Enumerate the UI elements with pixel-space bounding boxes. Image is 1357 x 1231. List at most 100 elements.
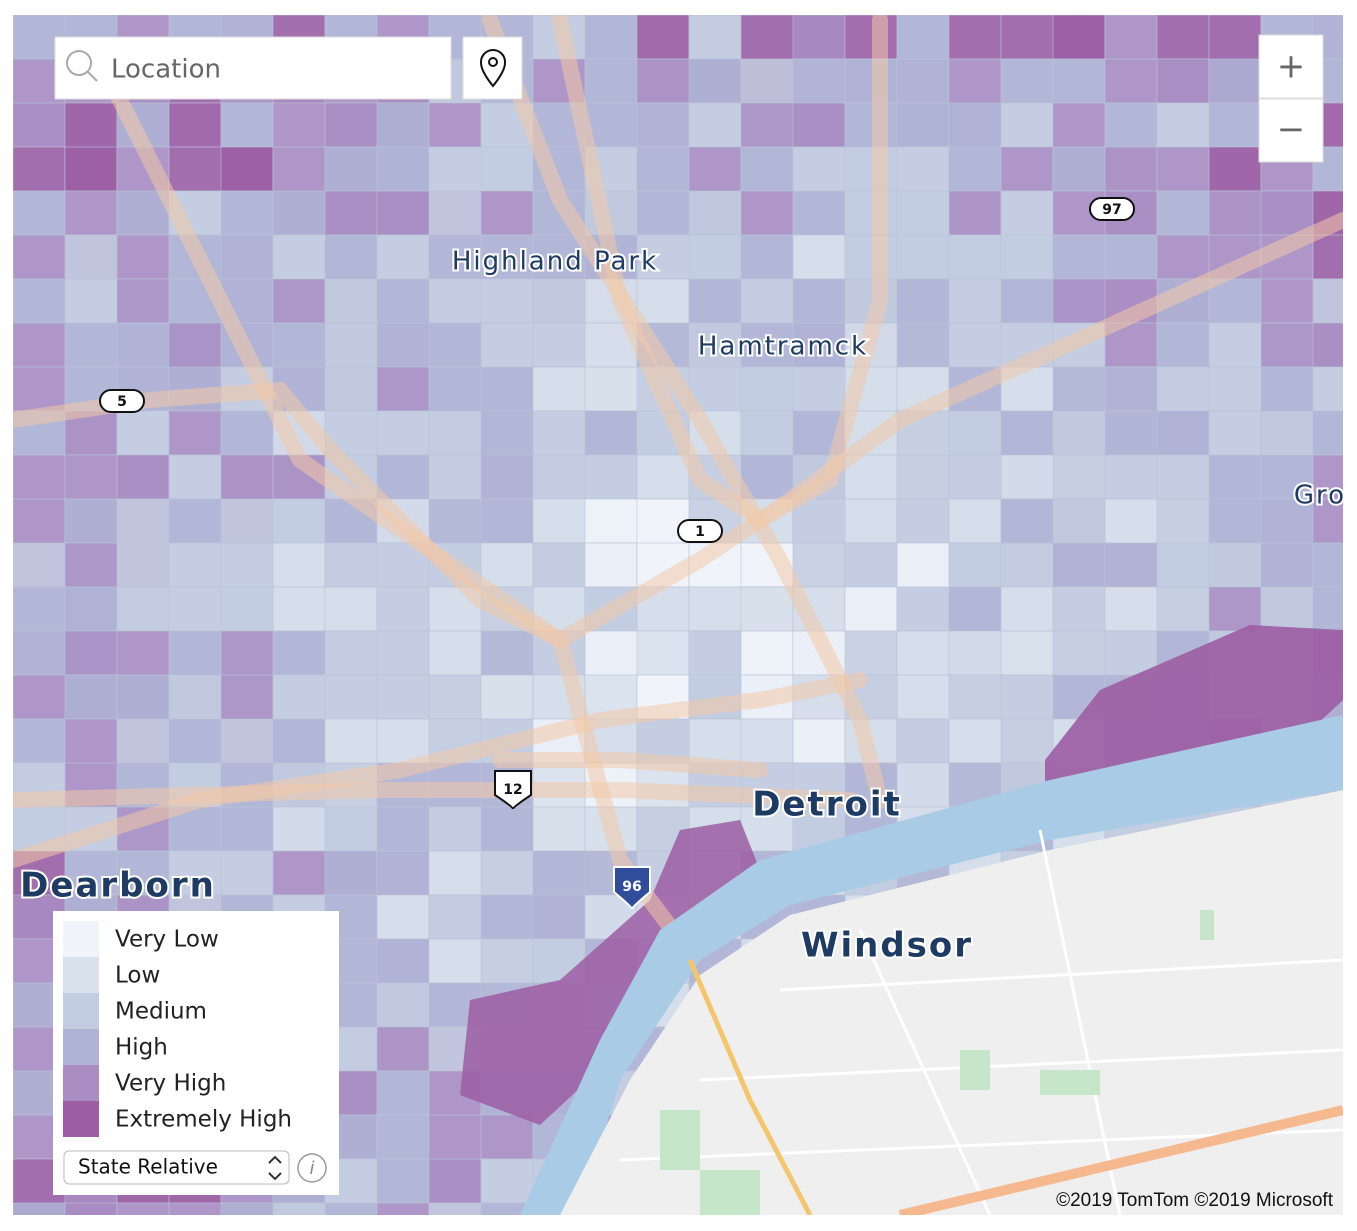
tract (1312, 498, 1343, 544)
tract (324, 542, 378, 588)
tract (844, 234, 898, 280)
tract (324, 586, 378, 632)
tract (480, 278, 534, 324)
tract (1156, 410, 1210, 456)
legend-box (53, 911, 339, 1195)
tract (324, 1202, 378, 1215)
tract (896, 586, 950, 632)
tract (1260, 586, 1314, 632)
tract (13, 190, 66, 236)
tract (1208, 146, 1262, 192)
tract (428, 234, 482, 280)
info-label: i (309, 1158, 314, 1179)
tract (636, 102, 690, 148)
tract (220, 850, 274, 896)
tract (64, 630, 118, 676)
tract (1312, 278, 1343, 324)
tract (13, 278, 66, 324)
tract (792, 718, 846, 764)
tract (792, 234, 846, 280)
tract (324, 322, 378, 368)
shield-label: 97 (1102, 202, 1121, 218)
road (13, 672, 868, 868)
tract (220, 146, 274, 192)
zoom-in-label: + (1277, 47, 1306, 87)
tract (376, 234, 430, 280)
info-button[interactable] (297, 1153, 327, 1183)
selector[interactable] (63, 1150, 290, 1185)
tract (1104, 102, 1158, 148)
tract (740, 234, 794, 280)
tract (1156, 454, 1210, 500)
tract (272, 586, 326, 632)
tract (1104, 454, 1158, 500)
tract (1312, 322, 1343, 368)
park (1040, 1070, 1100, 1095)
tract (64, 234, 118, 280)
tract (272, 630, 326, 676)
tract (480, 454, 534, 500)
zoom-in-button[interactable] (1258, 34, 1324, 99)
tract (480, 630, 534, 676)
place-label: Highland Park (452, 247, 658, 277)
tract (896, 234, 950, 280)
tract (1312, 410, 1343, 456)
zoom-out-button[interactable] (1258, 98, 1324, 163)
search-box[interactable] (54, 36, 452, 100)
tract (688, 278, 742, 324)
place-label: Hamtramck (698, 332, 868, 362)
tract (1052, 498, 1106, 544)
tract (428, 894, 482, 940)
tract (532, 806, 586, 852)
tract (1156, 542, 1210, 588)
tract (1104, 542, 1158, 588)
tract (428, 102, 482, 148)
tract (844, 58, 898, 104)
tract (376, 850, 430, 896)
tract (480, 674, 534, 720)
park (960, 1050, 990, 1090)
legend-swatch (63, 1065, 99, 1101)
tract (792, 542, 846, 588)
interstate-shield (613, 866, 651, 910)
tract (1208, 58, 1262, 104)
tract (896, 630, 950, 676)
legend-label: Very High (115, 1071, 226, 1097)
tract (896, 278, 950, 324)
tract (1104, 366, 1158, 412)
tract (636, 15, 690, 60)
tract (740, 718, 794, 764)
tract (532, 894, 586, 940)
tract (272, 542, 326, 588)
tract (13, 146, 66, 192)
search-placeholder: Location (111, 55, 221, 85)
tract (1156, 102, 1210, 148)
tract (1052, 58, 1106, 104)
tract (480, 190, 534, 236)
place-label: Detroit (752, 785, 902, 825)
search-icon (66, 50, 92, 76)
tract (480, 234, 534, 280)
tract (428, 498, 482, 544)
tract (480, 1114, 534, 1160)
island (1045, 625, 1343, 795)
tract (948, 234, 1002, 280)
tract (64, 146, 118, 192)
highway (687, 959, 813, 1215)
tract (220, 630, 274, 676)
route-shield (677, 519, 723, 543)
legend-label: High (115, 1035, 168, 1061)
tract (376, 366, 430, 412)
locate-button[interactable] (462, 36, 523, 100)
tract (1000, 542, 1054, 588)
tract (168, 498, 222, 544)
tract (688, 15, 742, 60)
tract (428, 1158, 482, 1215)
tract (116, 410, 170, 456)
tract (948, 498, 1002, 544)
tract (792, 15, 846, 60)
tract (428, 674, 482, 720)
tract (844, 146, 898, 192)
tract (376, 1114, 430, 1160)
